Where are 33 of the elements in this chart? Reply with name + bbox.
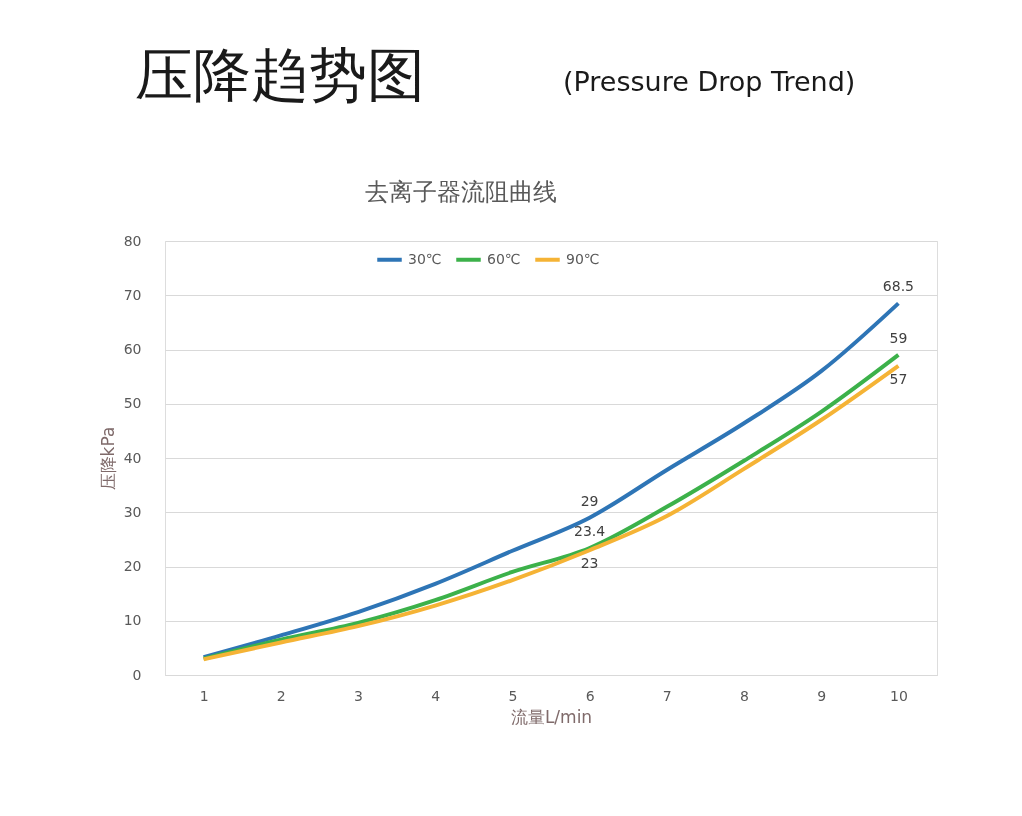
chart-subtitle: (Pressure Drop Trend) [563,66,856,97]
data-label: 23 [580,555,599,572]
y-tick-label: 20 [123,558,142,574]
y-tick-label: 70 [123,286,142,303]
data-label: 29 [580,492,599,509]
x-axis-title: 流量L/min [510,706,593,727]
legend-label: 60℃ [487,250,521,267]
y-tick-label: 60 [123,341,142,357]
y-tick-label: 30 [123,503,142,520]
x-tick-label: 6 [585,687,595,704]
legend-label: 90℃ [566,250,600,267]
x-tick-label: 3 [354,687,363,704]
data-label: 59 [889,329,908,346]
data-label: 57 [889,370,908,387]
x-tick-label: 4 [431,687,441,704]
data-label: 23.4 [574,523,606,540]
y-tick-label: 40 [123,449,142,466]
y-tick-label: 50 [123,395,142,412]
x-tick-label: 2 [276,687,286,704]
x-tick-label: 10 [889,687,908,704]
x-tick-label: 7 [662,687,672,704]
x-tick-label: 9 [817,687,827,704]
data-label: 68.5 [882,278,914,295]
y-axis-title: 压降kPa [97,426,118,491]
x-tick-label: 8 [740,687,749,704]
x-tick-label: 5 [508,687,518,704]
y-tick-label: 0 [132,666,142,683]
text: 去离子器流阻曲线 [365,178,557,206]
x-tick-label: 1 [199,687,209,704]
chart-title: 压降趋势图 [135,41,425,109]
legend-label: 30℃ [408,250,442,267]
y-tick-label: 80 [123,232,142,249]
y-tick-label: 10 [123,612,142,629]
